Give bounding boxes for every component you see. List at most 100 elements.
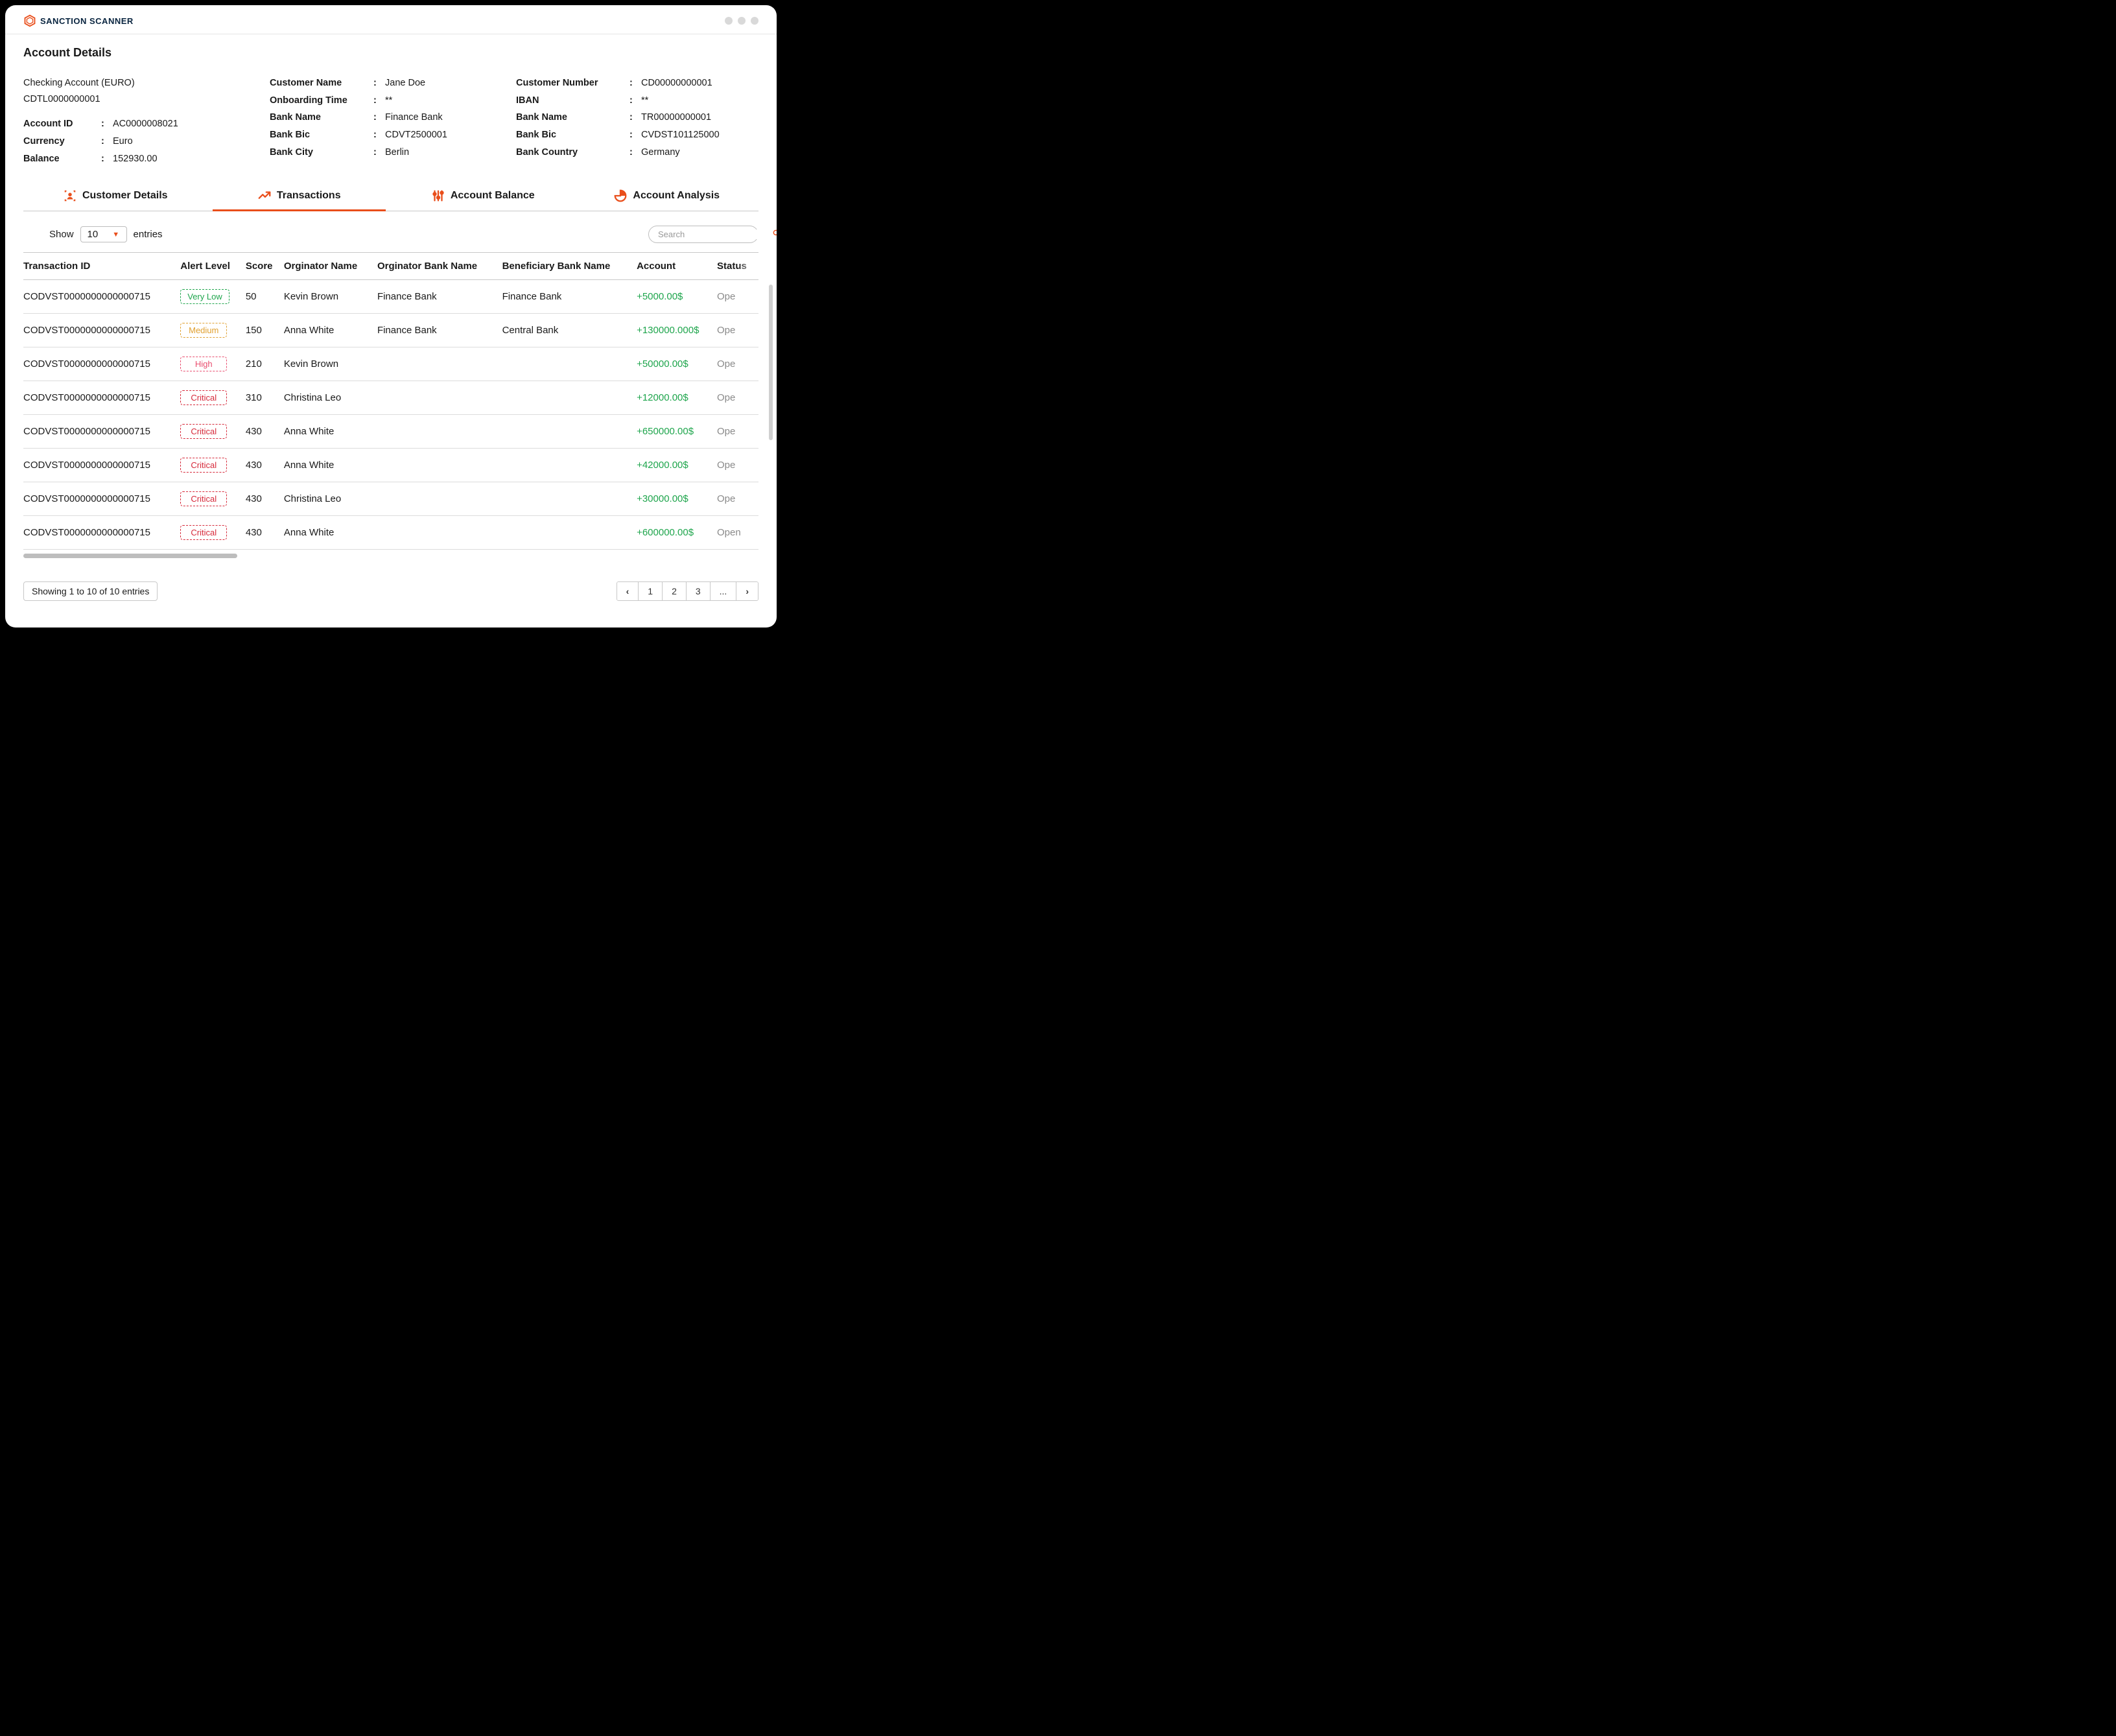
pager-page[interactable]: 3 xyxy=(687,582,711,600)
cell-originator: Anna White xyxy=(284,449,377,482)
cell-txid: CODVST0000000000000715 xyxy=(23,449,180,482)
scrollbar-horizontal-track[interactable] xyxy=(23,554,758,558)
alert-badge: High xyxy=(180,357,227,371)
tab-customer-details[interactable]: Customer Details xyxy=(23,182,207,211)
alert-badge: Very Low xyxy=(180,289,229,304)
cell-originator: Kevin Brown xyxy=(284,280,377,314)
transactions-table-wrap: Transaction IDAlert LevelScoreOrginator … xyxy=(23,252,758,558)
cell-originator-bank xyxy=(377,415,502,449)
column-header[interactable]: Orginator Name xyxy=(284,253,377,280)
cell-originator: Christina Leo xyxy=(284,482,377,516)
table-row[interactable]: CODVST0000000000000715High210Kevin Brown… xyxy=(23,347,758,381)
value-bank-bic: CDVT2500001 xyxy=(385,127,490,143)
cell-beneficiary-bank xyxy=(502,516,637,550)
search-box[interactable] xyxy=(648,226,758,243)
tab-label: Account Balance xyxy=(451,190,535,202)
table-row[interactable]: CODVST0000000000000715Critical310Christi… xyxy=(23,381,758,415)
pager-page[interactable]: ... xyxy=(711,582,737,600)
chevron-down-icon: ▼ xyxy=(112,231,119,239)
tab-transactions[interactable]: Transactions xyxy=(207,182,392,211)
content: Account Details Checking Account (EURO) … xyxy=(5,34,777,571)
cell-beneficiary-bank: Finance Bank xyxy=(502,280,637,314)
cell-originator: Christina Leo xyxy=(284,381,377,415)
cell-account: +600000.00$ xyxy=(637,516,717,550)
value-currency: Euro xyxy=(113,134,244,150)
cell-beneficiary-bank xyxy=(502,449,637,482)
alert-badge: Critical xyxy=(180,458,227,473)
pager-prev[interactable]: ‹ xyxy=(617,582,639,600)
entries-select[interactable]: 10 ▼ xyxy=(80,226,127,242)
label-iban: IBAN xyxy=(516,93,629,109)
column-header[interactable]: Score xyxy=(246,253,284,280)
column-header[interactable]: Orginator Bank Name xyxy=(377,253,502,280)
cell-originator-bank xyxy=(377,449,502,482)
cell-beneficiary-bank xyxy=(502,347,637,381)
label-bank-city: Bank City xyxy=(270,145,373,161)
cell-account: +130000.000$ xyxy=(637,314,717,347)
cell-alert: Critical xyxy=(180,516,246,550)
app-window: SANCTION SCANNER Account Details Checkin… xyxy=(5,5,777,628)
scrollbar-horizontal-thumb[interactable] xyxy=(23,554,237,558)
value-account-id: AC0000008021 xyxy=(113,116,244,132)
tab-account-balance[interactable]: Account Balance xyxy=(391,182,575,211)
column-header[interactable]: Beneficiary Bank Name xyxy=(502,253,637,280)
table-row[interactable]: CODVST0000000000000715Very Low50Kevin Br… xyxy=(23,280,758,314)
tab-account-analysis[interactable]: Account Analysis xyxy=(575,182,759,211)
window-dot[interactable] xyxy=(751,17,758,25)
topbar: SANCTION SCANNER xyxy=(5,5,777,34)
cell-originator-bank: Finance Bank xyxy=(377,314,502,347)
window-dots xyxy=(725,17,758,25)
person-icon xyxy=(63,189,77,203)
table-row[interactable]: CODVST0000000000000715Critical430Christi… xyxy=(23,482,758,516)
table-row[interactable]: CODVST0000000000000715Critical430Anna Wh… xyxy=(23,449,758,482)
column-header[interactable]: Account xyxy=(637,253,717,280)
pager-next[interactable]: › xyxy=(736,582,758,600)
sliders-icon xyxy=(431,189,445,203)
cell-score: 150 xyxy=(246,314,284,347)
value-bank-name-2: TR00000000001 xyxy=(641,110,758,126)
cell-account: +42000.00$ xyxy=(637,449,717,482)
cell-alert: Medium xyxy=(180,314,246,347)
trend-icon xyxy=(257,189,272,203)
window-dot[interactable] xyxy=(725,17,733,25)
cell-originator: Anna White xyxy=(284,516,377,550)
pager-page[interactable]: 1 xyxy=(639,582,663,600)
cell-originator-bank xyxy=(377,347,502,381)
show-prefix: Show xyxy=(49,229,74,240)
table-toolbar: Show 10 ▼ entries xyxy=(23,211,758,252)
cell-txid: CODVST0000000000000715 xyxy=(23,415,180,449)
table-row[interactable]: CODVST0000000000000715Critical430Anna Wh… xyxy=(23,415,758,449)
alert-badge: Critical xyxy=(180,525,227,540)
cell-beneficiary-bank xyxy=(502,482,637,516)
cell-score: 50 xyxy=(246,280,284,314)
scrollbar-vertical[interactable] xyxy=(769,285,773,440)
table-row[interactable]: CODVST0000000000000715Medium150Anna Whit… xyxy=(23,314,758,347)
alert-badge: Critical xyxy=(180,424,227,439)
entries-value: 10 xyxy=(88,229,99,240)
window-dot[interactable] xyxy=(738,17,746,25)
cell-txid: CODVST0000000000000715 xyxy=(23,516,180,550)
pager-page[interactable]: 2 xyxy=(663,582,687,600)
cell-account: +650000.00$ xyxy=(637,415,717,449)
table-row[interactable]: CODVST0000000000000715Critical430Anna Wh… xyxy=(23,516,758,550)
cell-alert: Critical xyxy=(180,415,246,449)
column-header[interactable]: Transaction ID xyxy=(23,253,180,280)
cell-beneficiary-bank xyxy=(502,381,637,415)
cell-originator: Anna White xyxy=(284,314,377,347)
label-account-id: Account ID xyxy=(23,116,101,132)
label-currency: Currency xyxy=(23,134,101,150)
value-iban: ** xyxy=(641,93,758,109)
pie-icon xyxy=(613,189,628,203)
cell-alert: Critical xyxy=(180,449,246,482)
label-bank-name: Bank Name xyxy=(270,110,373,126)
label-customer-number: Customer Number xyxy=(516,75,629,91)
cell-originator: Kevin Brown xyxy=(284,347,377,381)
cell-account: +50000.00$ xyxy=(637,347,717,381)
column-header[interactable]: Status xyxy=(717,253,758,280)
search-input[interactable] xyxy=(658,229,772,239)
tab-label: Transactions xyxy=(277,190,341,202)
account-header-line1: Checking Account (EURO) xyxy=(23,75,244,91)
label-bank-country: Bank Country xyxy=(516,145,629,161)
column-header[interactable]: Alert Level xyxy=(180,253,246,280)
cell-beneficiary-bank: Central Bank xyxy=(502,314,637,347)
